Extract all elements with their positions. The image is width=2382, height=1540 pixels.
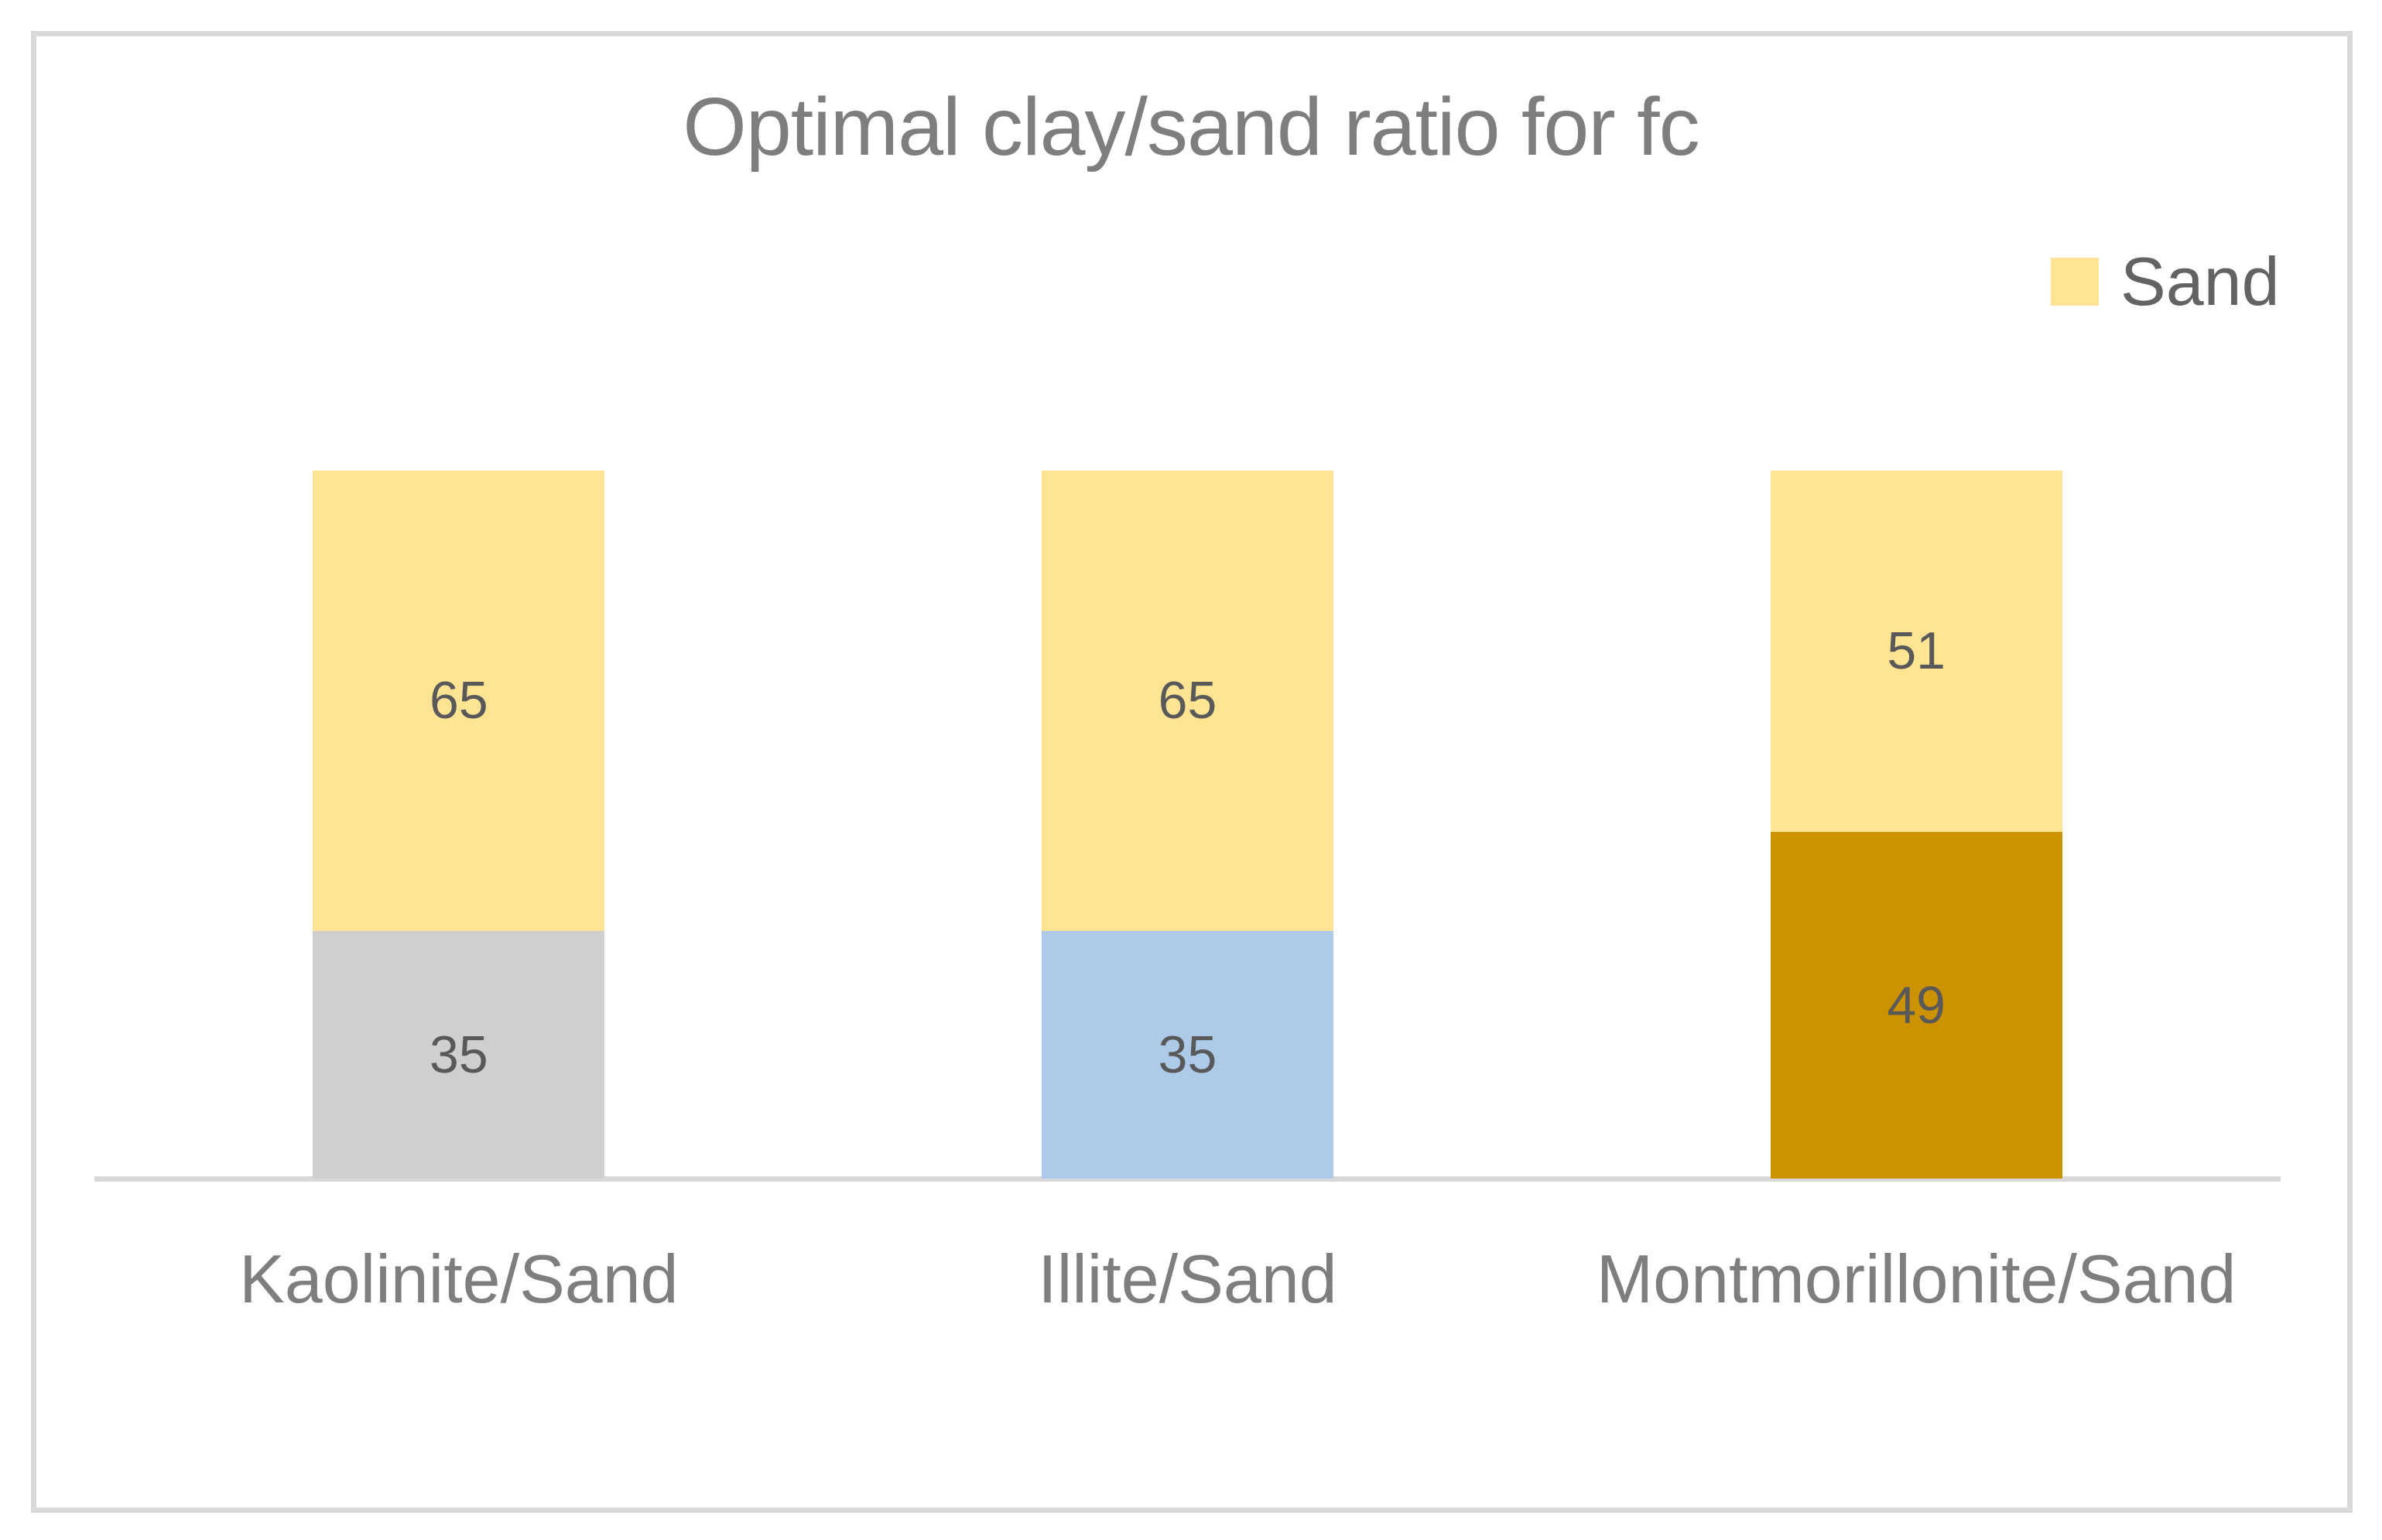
legend-swatch-sand-icon (2051, 258, 2099, 306)
category-label-2: Illite/Sand (1038, 1241, 1337, 1317)
bar-segment-sand-1: 65 (313, 471, 605, 931)
bar-segment-clay-2: 35 (1042, 930, 1333, 1179)
data-label-sand-3: 51 (1887, 621, 1946, 681)
data-label-sand-2: 65 (1158, 671, 1217, 731)
chart-title: Optimal clay/sand ratio for fc (683, 81, 1699, 173)
data-label-clay-2: 35 (1158, 1025, 1217, 1084)
data-label-sand-1: 65 (430, 671, 488, 731)
legend-label-sand: Sand (2120, 243, 2280, 320)
data-label-clay-1: 35 (430, 1025, 488, 1084)
category-label-1: Kaolinite/Sand (239, 1241, 679, 1317)
legend: Sand (2051, 248, 2280, 316)
category-label-3: Montmorillonite/Sand (1596, 1241, 2237, 1317)
bar-segment-clay-3: 49 (1770, 831, 2062, 1179)
x-axis-line (94, 1176, 2281, 1182)
bar-segment-sand-3: 51 (1770, 471, 2062, 832)
data-label-clay-3: 49 (1887, 975, 1946, 1035)
bar-segment-clay-1: 35 (313, 930, 605, 1179)
bar-segment-sand-2: 65 (1042, 471, 1333, 931)
